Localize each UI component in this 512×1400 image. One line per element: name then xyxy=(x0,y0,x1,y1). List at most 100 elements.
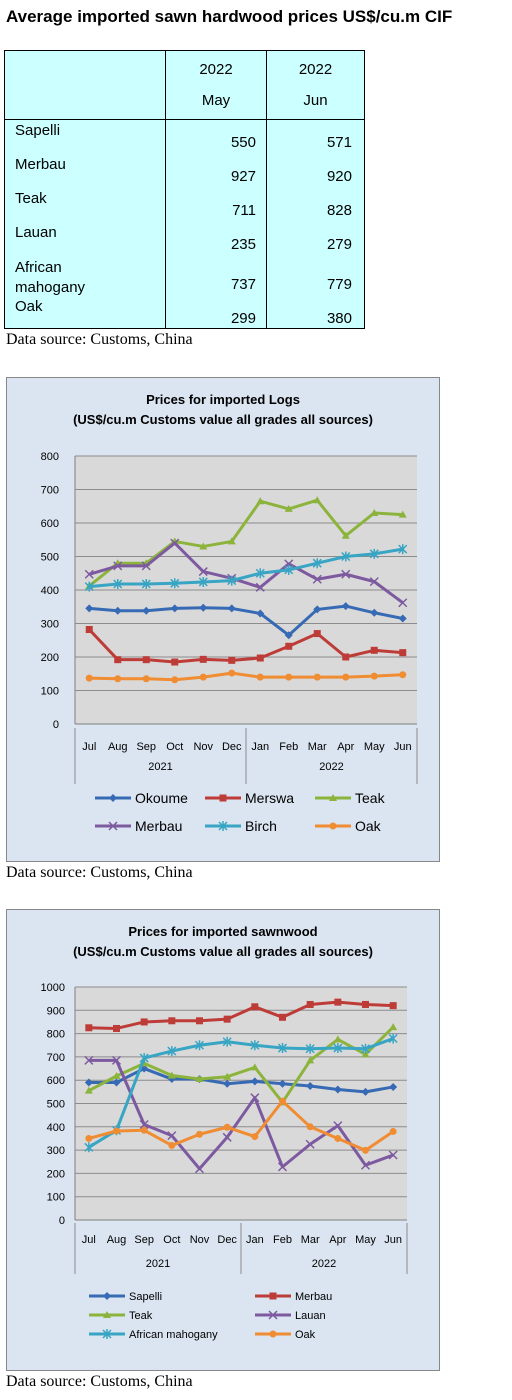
species-label: Lauan xyxy=(15,224,57,241)
data-point xyxy=(228,669,236,677)
y-tick-label: 200 xyxy=(41,652,59,664)
sawnwood-price-chart: Prices for imported sawnwood (US$/cu.m Cu… xyxy=(41,924,408,1341)
data-point xyxy=(388,1033,398,1044)
data-point xyxy=(170,537,179,545)
x-tick-label: Dec xyxy=(217,1234,237,1246)
data-point xyxy=(142,606,151,615)
legend-marker xyxy=(268,1310,278,1320)
x-tick-label: Jun xyxy=(384,1234,402,1246)
data-point xyxy=(223,1079,232,1088)
year-group-label: 2021 xyxy=(146,1258,170,1270)
data-point xyxy=(279,1013,286,1021)
y-tick-label: 500 xyxy=(47,1099,65,1111)
legend-marker xyxy=(269,1330,277,1338)
data-point xyxy=(256,609,265,618)
year-group-label: 2022 xyxy=(312,1258,336,1270)
data-point xyxy=(277,1043,288,1054)
legend-entry: African mahogany xyxy=(89,1329,218,1341)
logs-price-chart: Prices for imported Logs (US$/cu.m Custom… xyxy=(41,392,418,834)
data-point xyxy=(305,1139,315,1149)
column-header-may: 2022 May xyxy=(165,50,267,120)
year-group-label: 2021 xyxy=(148,761,172,773)
price-value: 779 xyxy=(326,276,352,293)
data-point xyxy=(228,656,236,664)
data-point xyxy=(141,561,151,571)
series-okoume xyxy=(85,602,407,640)
data-point xyxy=(222,1132,232,1142)
legend-marker xyxy=(219,794,227,802)
data-point xyxy=(223,1015,231,1023)
data-point xyxy=(113,1024,120,1032)
data-point xyxy=(306,1082,315,1091)
data-point xyxy=(199,603,208,612)
x-tick-label: Jan xyxy=(246,1234,264,1246)
series-line xyxy=(88,1037,394,1149)
series-line xyxy=(88,628,403,664)
data-point xyxy=(222,1036,232,1047)
data-point xyxy=(113,1127,120,1135)
legend-label: Teak xyxy=(355,790,386,806)
legend-label: African mahogany xyxy=(129,1329,218,1341)
price-table: 2022 May 2022 Jun Sapelli Merbau Teak La… xyxy=(4,50,365,329)
legend-marker xyxy=(329,822,337,830)
legend-label: Teak xyxy=(129,1310,153,1322)
data-point xyxy=(194,1164,205,1174)
y-tick-label: 800 xyxy=(41,451,59,463)
legend-marker xyxy=(102,1329,112,1339)
data-point xyxy=(139,1053,149,1064)
data-point xyxy=(256,673,264,681)
y-tick-label: 300 xyxy=(41,619,59,631)
data-point xyxy=(255,568,265,579)
chart-subtitle: (US$/cu.m Customs value all grades all s… xyxy=(73,412,373,427)
price-value: 711 xyxy=(232,202,256,219)
legend-marker xyxy=(103,1292,111,1300)
data-point xyxy=(227,537,236,545)
legend-entry: Merbau xyxy=(255,1291,332,1303)
legend-entry: Lauan xyxy=(255,1310,326,1322)
data-point xyxy=(168,1017,176,1025)
data-point xyxy=(389,1127,397,1135)
data-source-note: Data source: Customs, China xyxy=(6,1373,193,1390)
x-tick-label: Jan xyxy=(251,741,269,753)
data-point xyxy=(285,642,293,650)
x-tick-label: Mar xyxy=(301,1234,320,1246)
data-point xyxy=(170,604,179,613)
x-tick-label: Apr xyxy=(329,1234,346,1246)
data-point xyxy=(84,1078,93,1087)
x-tick-label: Jul xyxy=(82,741,96,753)
y-tick-label: 600 xyxy=(41,518,59,530)
price-value: 279 xyxy=(326,236,352,253)
data-point xyxy=(142,656,150,664)
legend-entry: Merbau xyxy=(95,818,182,834)
year-group-label: 2022 xyxy=(319,761,343,773)
y-tick-label: 100 xyxy=(47,1192,65,1204)
x-tick-label: Jun xyxy=(394,741,412,753)
data-point xyxy=(85,626,93,634)
price-value: 920 xyxy=(326,168,352,185)
series-line xyxy=(89,671,403,682)
price-value: 380 xyxy=(326,310,352,327)
series-merswa xyxy=(85,626,407,666)
data-point xyxy=(370,646,378,654)
data-point xyxy=(256,497,265,505)
data-point xyxy=(333,1085,342,1094)
data-point xyxy=(285,673,293,681)
price-value: 571 xyxy=(326,134,352,151)
y-tick-label: 600 xyxy=(47,1075,65,1087)
data-point xyxy=(279,1097,286,1105)
x-tick-label: Dec xyxy=(222,741,242,753)
y-tick-label: 100 xyxy=(41,686,59,698)
data-point xyxy=(313,605,322,614)
series-line xyxy=(88,1058,394,1171)
price-value: 927 xyxy=(230,168,256,185)
data-point xyxy=(139,1119,149,1130)
price-value: 737 xyxy=(230,276,256,293)
data-point xyxy=(167,1071,176,1079)
column-month: Jun xyxy=(303,92,328,109)
data-point xyxy=(84,581,94,592)
species-label: African mahogany xyxy=(15,259,86,296)
species-cell: Sapelli Merbau Teak Lauan African mahoga… xyxy=(4,119,166,329)
data-point xyxy=(312,574,322,584)
data-point xyxy=(398,544,408,555)
data-point xyxy=(227,575,237,586)
